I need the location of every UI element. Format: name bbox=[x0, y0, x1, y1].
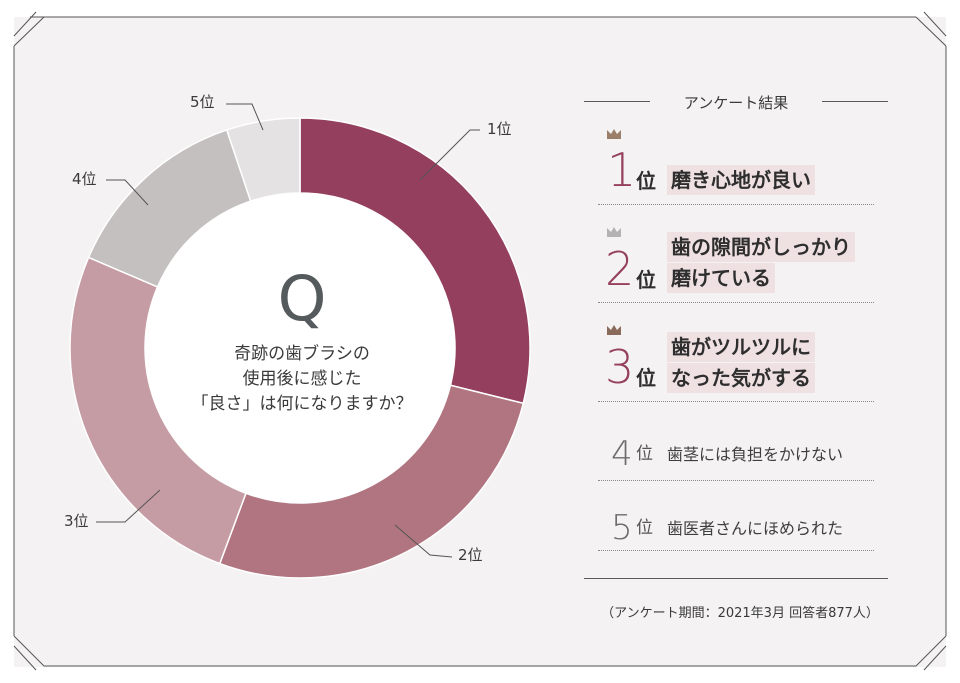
crown-icon-bronze bbox=[607, 325, 621, 335]
rank-3-text-line-2: なった気がする bbox=[667, 363, 815, 393]
question-line-2: 使用後に感じた bbox=[242, 369, 362, 389]
rank-4-suffix: 位 bbox=[636, 444, 653, 464]
rank-5-number: 5 bbox=[611, 508, 633, 548]
rank-2-number: 2 bbox=[605, 242, 635, 296]
rank-4-divider bbox=[598, 480, 874, 481]
rank-1-divider bbox=[598, 204, 874, 205]
slice-label-4: 4位 bbox=[72, 170, 97, 188]
slice-label-2: 2位 bbox=[458, 546, 483, 564]
rank-3-number: 3 bbox=[605, 340, 635, 394]
leader-line-2 bbox=[394, 524, 453, 558]
rank-2-text-line-1: 歯の隙間がしっかり bbox=[667, 232, 855, 262]
rank-1-suffix: 位 bbox=[636, 169, 656, 193]
crown-icon-gold bbox=[607, 129, 621, 139]
rank-2-text-line-2: 磨けている bbox=[667, 263, 775, 293]
rank-1-number: 1 bbox=[607, 143, 637, 197]
panel-title: アンケート結果 bbox=[683, 94, 789, 112]
question-line-3: 「良さ」は何になりますか？ bbox=[191, 394, 413, 414]
rank-5-suffix: 位 bbox=[636, 518, 653, 538]
question-letter: Q bbox=[277, 262, 327, 335]
rank-3-divider bbox=[598, 401, 874, 402]
rank-5-text: 歯医者さんにほめられた bbox=[667, 519, 844, 538]
survey-footnote: （アンケート期間：2021年3月 回答者877人） bbox=[601, 606, 879, 621]
panel-header-line-left bbox=[584, 101, 650, 102]
leader-line-4 bbox=[106, 179, 149, 206]
rank-5-divider bbox=[598, 550, 874, 551]
rank-1-text: 磨き心地が良い bbox=[667, 165, 815, 195]
donut-hole bbox=[145, 193, 455, 503]
panel-header-line-right bbox=[822, 101, 888, 102]
slice-label-3: 3位 bbox=[64, 512, 89, 530]
rank-4-number: 4 bbox=[611, 434, 633, 474]
panel-header: アンケート結果 bbox=[584, 90, 888, 114]
leader-line-1 bbox=[419, 129, 480, 181]
slice-label-5: 5位 bbox=[190, 93, 215, 111]
rank-3-text-line-1: 歯がツルツルに bbox=[667, 332, 815, 362]
leader-line-5 bbox=[226, 103, 264, 131]
rank-2-suffix: 位 bbox=[636, 268, 656, 292]
crown-icon-silver bbox=[607, 227, 621, 237]
slice-label-1: 1位 bbox=[487, 120, 512, 138]
rank-4-text: 歯茎には負担をかけない bbox=[667, 445, 844, 464]
question-line-1: 奇跡の歯ブラシの bbox=[234, 344, 370, 364]
rank-3-suffix: 位 bbox=[636, 366, 656, 390]
rank-2-divider bbox=[598, 302, 874, 303]
leader-line-3 bbox=[96, 489, 161, 523]
panel-bottom-separator bbox=[584, 578, 888, 579]
